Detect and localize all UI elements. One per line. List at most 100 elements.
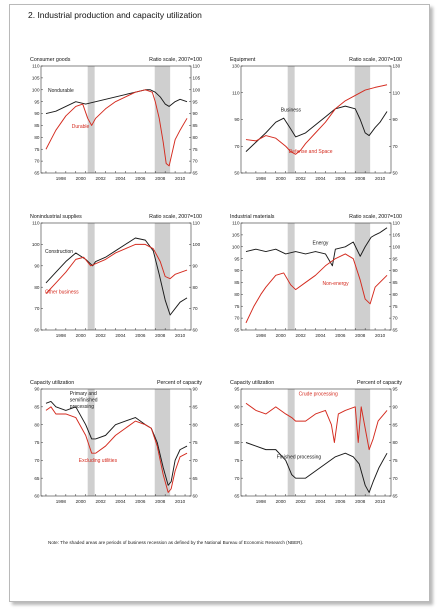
y-tick-label-left: 85 [234, 422, 240, 427]
y-tick-label-right: 50 [393, 171, 399, 176]
x-tick-label: 2008 [155, 499, 166, 504]
y-tick-label-right: 95 [393, 256, 399, 261]
chart-equipment: Equipment Ratio scale, 2007=100 50 50 70 70 90… [230, 57, 402, 181]
series-line-1 [45, 89, 188, 167]
y-tick-label-left: 110 [232, 90, 240, 95]
y-tick-label-right: 75 [193, 440, 199, 445]
x-tick-label: 2002 [95, 499, 106, 504]
y-tick-label-left: 80 [234, 440, 240, 445]
recession-note: Note: The shaded areas are periods of bu… [48, 540, 304, 545]
y-tick-label-left: 95 [234, 387, 240, 392]
recession-band [154, 223, 171, 330]
y-tick-label-left: 75 [34, 147, 40, 152]
x-tick-label: 1998 [56, 176, 67, 181]
y-tick-label-left: 130 [232, 64, 240, 69]
y-tick-label-left: 90 [234, 117, 240, 122]
y-tick-label-left: 70 [234, 476, 240, 481]
series-line-0 [245, 227, 388, 267]
x-tick-label: 2002 [295, 176, 306, 181]
x-tick-label: 2004 [315, 176, 326, 181]
y-tick-label-left: 95 [34, 99, 40, 104]
x-tick-label: 2000 [276, 333, 287, 338]
plot-frame [40, 65, 192, 174]
y-tick-label-left: 90 [34, 111, 40, 116]
y-tick-label-left: 50 [234, 171, 240, 176]
x-tick-label: 2002 [95, 333, 106, 338]
y-tick-label-left: 110 [32, 64, 40, 69]
y-tick-label-right: 105 [193, 75, 201, 80]
series-label: Construction [45, 249, 73, 255]
y-tick-label-right: 110 [193, 64, 201, 69]
y-tick-label-right: 85 [393, 280, 399, 285]
scale-note: Ratio scale, 2007=100 [349, 214, 402, 220]
y-tick-label-left: 75 [234, 304, 240, 309]
x-tick-label: 2006 [135, 499, 146, 504]
recession-band [287, 223, 295, 330]
y-tick-label-right: 75 [193, 147, 199, 152]
x-tick-label: 2004 [315, 333, 326, 338]
y-tick-label-right: 70 [193, 458, 199, 463]
y-tick-label-left: 65 [234, 328, 240, 333]
x-tick-label: 2008 [155, 333, 166, 338]
x-tick-label: 1998 [56, 499, 67, 504]
series-line-0 [245, 105, 388, 152]
y-tick-label-left: 105 [232, 232, 240, 237]
series-label: Excluding utilities [79, 458, 118, 464]
x-tick-label: 2008 [155, 176, 166, 181]
x-tick-label: 2006 [335, 176, 346, 181]
y-tick-label-right: 95 [393, 387, 399, 392]
recession-band [154, 389, 171, 496]
page-title: 2. Industrial production and capacity ut… [28, 10, 202, 20]
chart-title: Capacity utilization [230, 380, 274, 386]
y-tick-label-left: 90 [234, 268, 240, 273]
plot-frame [40, 222, 192, 331]
y-tick-label-left: 70 [34, 306, 40, 311]
y-tick-label-right: 75 [393, 458, 399, 463]
y-tick-label-right: 80 [193, 422, 199, 427]
series-line-1 [45, 406, 188, 493]
y-tick-label-right: 70 [393, 476, 399, 481]
x-tick-label: 2010 [175, 176, 186, 181]
series-label: Nondurable [48, 88, 74, 94]
series-line-1 [45, 243, 188, 294]
y-tick-label-right: 70 [193, 159, 199, 164]
y-tick-label-right: 80 [393, 440, 399, 445]
x-tick-label: 2006 [135, 176, 146, 181]
chart-title: Industrial materials [230, 214, 275, 220]
chart-consumer-goods: Consumer goods Ratio scale, 2007=100 65 65 7… [30, 57, 202, 181]
y-tick-label-right: 110 [393, 221, 401, 226]
recession-band [87, 389, 95, 496]
recession-band [87, 66, 95, 173]
series-label: processing [70, 404, 94, 410]
y-tick-label-right: 80 [393, 292, 399, 297]
y-tick-label-left: 85 [34, 404, 40, 409]
series-line-0 [245, 402, 388, 451]
y-tick-label-right: 95 [193, 99, 199, 104]
chart-title: Consumer goods [30, 57, 71, 63]
x-tick-label: 2002 [295, 499, 306, 504]
y-tick-label-right: 110 [193, 221, 201, 226]
y-tick-label-right: 80 [193, 285, 199, 290]
series-label: Non-energy [322, 281, 349, 287]
y-tick-label-left: 100 [32, 242, 40, 247]
plot-frame [240, 222, 392, 331]
x-tick-label: 2000 [276, 176, 287, 181]
recession-band [87, 223, 95, 330]
x-tick-label: 1998 [256, 499, 267, 504]
x-tick-label: 2006 [335, 333, 346, 338]
x-tick-label: 2004 [115, 499, 126, 504]
scale-note: Ratio scale, 2007=100 [149, 57, 202, 63]
series-label: Energy [313, 240, 329, 246]
y-tick-label-right: 130 [393, 64, 401, 69]
y-tick-label-right: 80 [193, 135, 199, 140]
recession-band [287, 389, 295, 496]
y-tick-label-right: 70 [393, 144, 399, 149]
series-label: Primary and [70, 391, 97, 397]
x-tick-label: 1998 [256, 333, 267, 338]
series-line-1 [245, 442, 388, 493]
x-tick-label: 2010 [375, 499, 386, 504]
x-tick-label: 2002 [295, 333, 306, 338]
chart-capacity-processing: Capacity utilization Percent of capacity 6… [230, 380, 402, 504]
recession-band [287, 66, 295, 173]
recession-band [154, 66, 171, 173]
